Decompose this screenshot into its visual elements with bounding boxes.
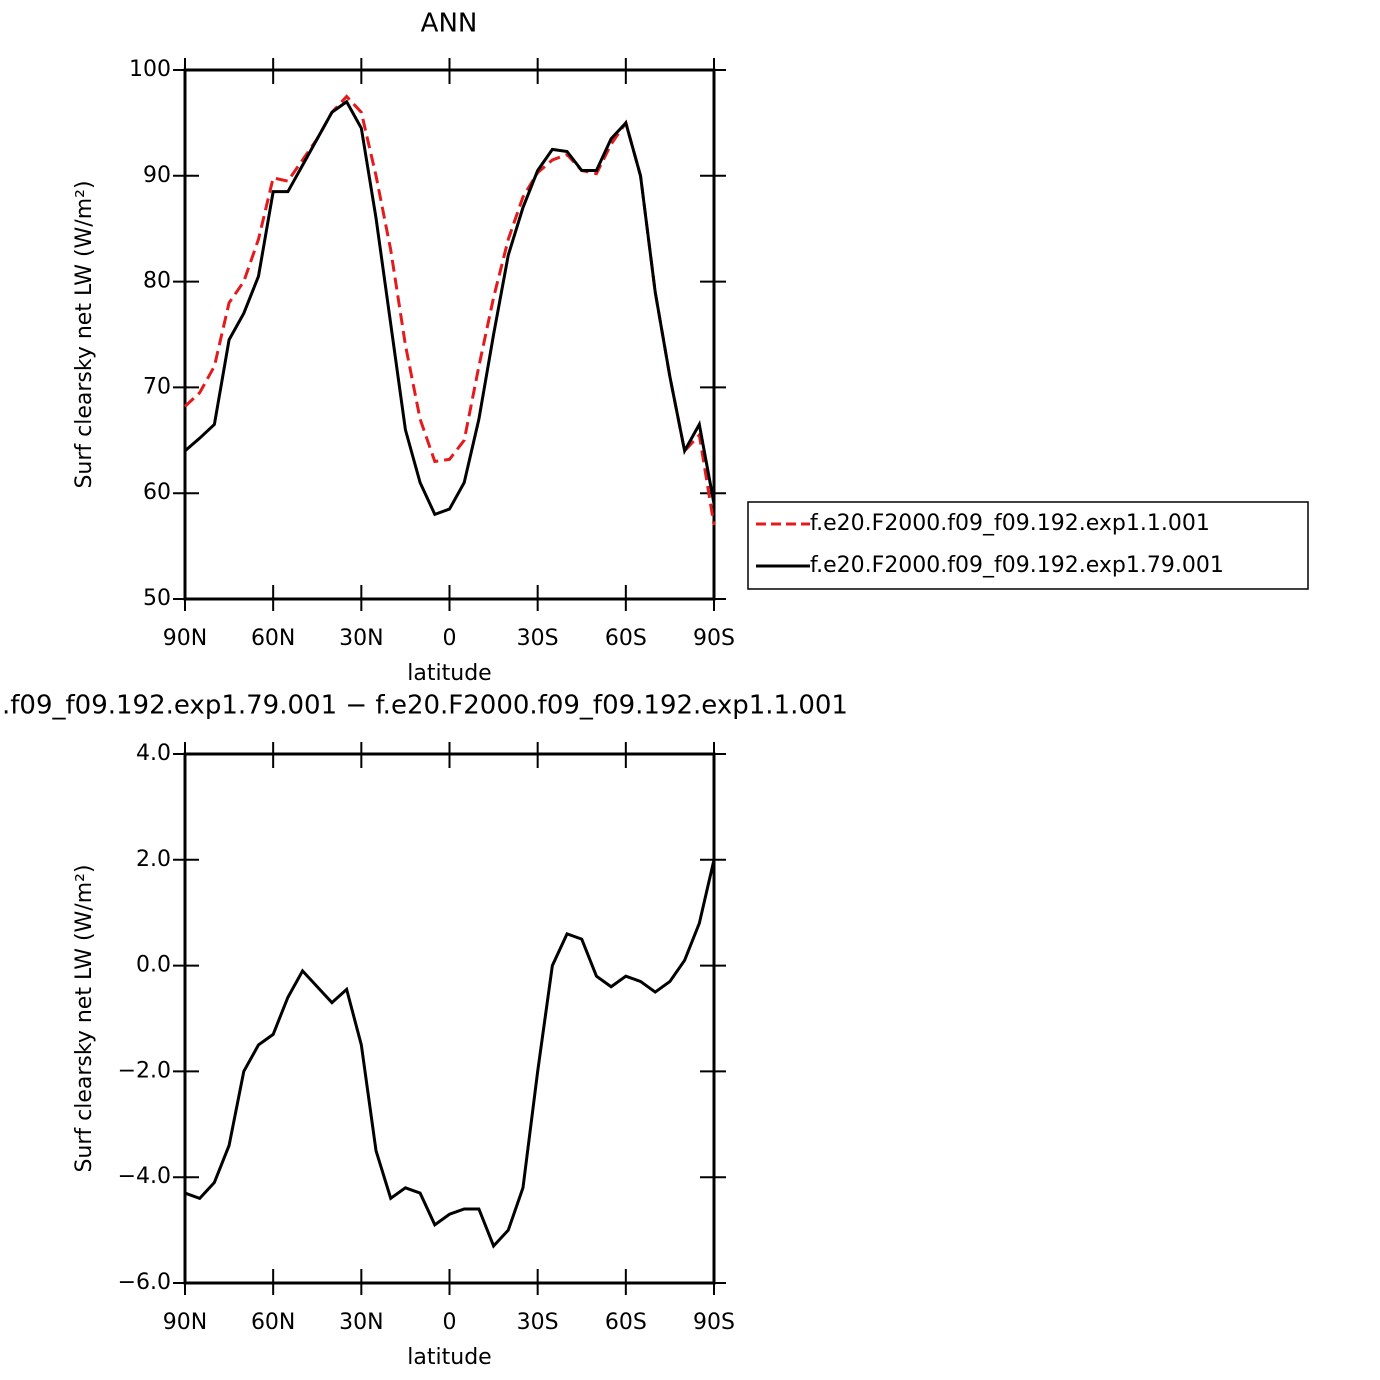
x-tick-label: 30S bbox=[517, 1310, 559, 1335]
legend-label: f.e20.F2000.f09_f09.192.exp1.79.001 bbox=[810, 553, 1224, 578]
y-axis-label: Surf clearsky net LW (W/m²) bbox=[72, 180, 97, 488]
y-tick-label: 100 bbox=[129, 57, 171, 82]
x-tick-label: 60S bbox=[605, 626, 647, 651]
chart-title: .f09_f09.192.exp1.79.001 − f.e20.F2000.f… bbox=[2, 691, 848, 721]
y-tick-label: 70 bbox=[143, 374, 171, 399]
plot-frame bbox=[183, 752, 716, 1285]
y-tick-label: 0.0 bbox=[136, 953, 171, 978]
y-tick-label: 2.0 bbox=[136, 847, 171, 872]
x-tick-label: 60N bbox=[251, 626, 295, 651]
x-tick-label: 30N bbox=[339, 626, 383, 651]
legend-box bbox=[747, 501, 1309, 590]
legend-label: f.e20.F2000.f09_f09.192.exp1.1.001 bbox=[810, 511, 1210, 536]
x-tick-label: 90N bbox=[163, 1310, 207, 1335]
x-tick-label: 90N bbox=[163, 626, 207, 651]
y-tick-label: 50 bbox=[143, 586, 171, 611]
x-axis-label: latitude bbox=[407, 1345, 491, 1370]
y-tick-label: 60 bbox=[143, 480, 171, 505]
y-tick-label: −4.0 bbox=[118, 1164, 171, 1189]
chart-title: ANN bbox=[421, 9, 478, 39]
data-line bbox=[183, 94, 716, 526]
y-axis-label: Surf clearsky net LW (W/m²) bbox=[72, 864, 97, 1172]
y-tick-label: −2.0 bbox=[118, 1058, 171, 1083]
data-line bbox=[184, 859, 716, 1249]
x-tick-label: 0 bbox=[443, 1310, 457, 1335]
x-tick-label: 30S bbox=[517, 626, 559, 651]
x-tick-label: 30N bbox=[339, 1310, 383, 1335]
x-tick-label: 90S bbox=[693, 626, 735, 651]
y-tick-label: 90 bbox=[143, 163, 171, 188]
plot-frame bbox=[183, 68, 716, 601]
x-tick-label: 90S bbox=[693, 1310, 735, 1335]
y-tick-label: 80 bbox=[143, 269, 171, 294]
y-tick-label: −6.0 bbox=[118, 1270, 171, 1295]
data-line bbox=[184, 99, 716, 517]
y-tick-label: 4.0 bbox=[136, 741, 171, 766]
x-tick-label: 60N bbox=[251, 1310, 295, 1335]
x-tick-label: 60S bbox=[605, 1310, 647, 1335]
x-tick-label: 0 bbox=[443, 626, 457, 651]
x-axis-label: latitude bbox=[407, 661, 491, 686]
